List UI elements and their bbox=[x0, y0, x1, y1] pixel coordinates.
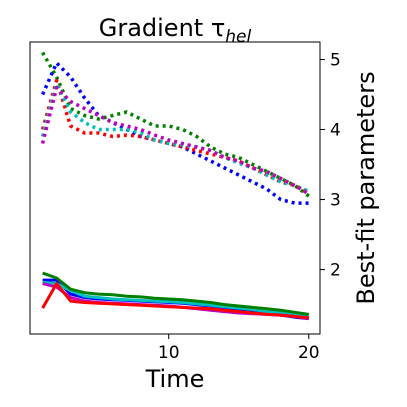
series-line-solid-10 bbox=[42, 271, 310, 316]
x-tick-label: 10 bbox=[158, 343, 180, 363]
y-axis-ticks: 2 3 4 5 bbox=[320, 51, 341, 281]
series-line-solid-7 bbox=[42, 280, 310, 319]
y-tick-label: 4 bbox=[330, 121, 341, 141]
x-tick-label: 20 bbox=[298, 343, 320, 363]
y-tick-label: 5 bbox=[330, 51, 341, 71]
chart-title-main: Gradient τ bbox=[99, 14, 226, 42]
y-tick-label: 2 bbox=[330, 261, 341, 281]
plot-frame bbox=[29, 41, 321, 335]
series-line-dotted-5 bbox=[40, 85, 310, 196]
x-axis-ticks: 10 20 bbox=[158, 334, 320, 363]
series-line-dotted-4 bbox=[40, 82, 310, 193]
series-line-solid-9 bbox=[41, 282, 309, 320]
x-axis-label: Time bbox=[145, 365, 205, 393]
y-axis-label: Best-fit parameters bbox=[352, 71, 380, 304]
chart-title-subscript: hel bbox=[225, 27, 251, 47]
y-tick-label: 3 bbox=[330, 191, 341, 211]
series-line-dotted-1 bbox=[41, 51, 310, 198]
series-layer bbox=[40, 51, 310, 321]
